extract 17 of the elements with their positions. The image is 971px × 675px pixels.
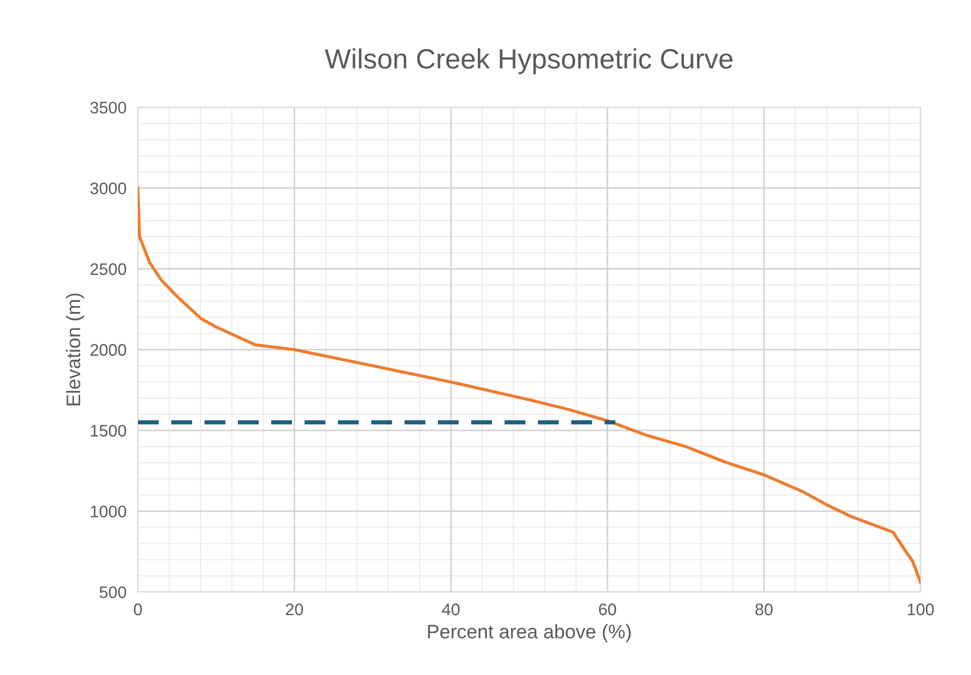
chart-title: Wilson Creek Hypsometric Curve: [324, 48, 732, 74]
y-tick-label: 2000: [90, 344, 126, 356]
y-tick-label: 2500: [90, 263, 126, 276]
x-tick-label: 40: [442, 604, 460, 616]
y-tick-label: 1500: [90, 424, 126, 437]
line-series: [138, 186, 921, 584]
y-tick-label: 500: [100, 586, 126, 598]
x-tick-label: 60: [599, 604, 616, 616]
x-tick-label: 0: [134, 604, 142, 616]
x-tick-label: 20: [286, 604, 304, 616]
x-tick-label: 100: [908, 604, 934, 616]
y-tick-label: 1000: [90, 506, 126, 518]
y-tick-label: 3500: [90, 102, 126, 114]
x-tick-label: 80: [755, 604, 773, 616]
y-tick-label: 3000: [90, 182, 126, 194]
y-axis-title: Elevation (m): [66, 294, 84, 406]
x-axis-title: Percent area above (%): [428, 624, 631, 642]
